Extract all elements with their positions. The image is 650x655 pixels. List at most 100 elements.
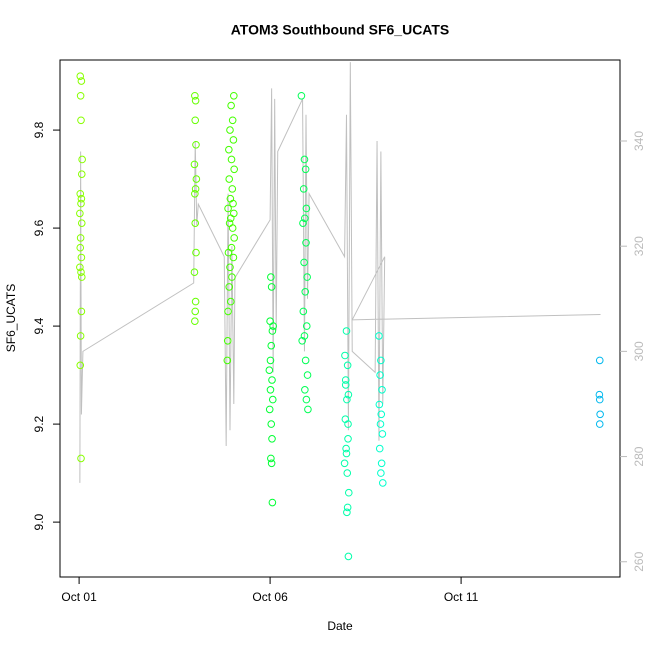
point bbox=[76, 263, 84, 272]
point bbox=[77, 273, 86, 281]
y2-tick-label: 280 bbox=[632, 446, 646, 466]
point bbox=[77, 454, 85, 463]
point bbox=[341, 351, 349, 360]
point bbox=[227, 155, 236, 164]
plot-frame bbox=[59, 59, 621, 578]
point bbox=[76, 332, 85, 340]
point bbox=[375, 400, 384, 409]
point bbox=[301, 386, 309, 394]
point bbox=[191, 297, 200, 306]
point bbox=[268, 435, 276, 443]
point bbox=[375, 332, 383, 340]
point bbox=[268, 376, 276, 384]
point bbox=[302, 238, 310, 247]
point bbox=[378, 430, 387, 438]
point bbox=[228, 185, 237, 193]
point bbox=[76, 361, 85, 370]
point bbox=[299, 219, 307, 227]
point bbox=[76, 209, 84, 218]
point bbox=[77, 253, 86, 262]
point bbox=[230, 91, 238, 100]
point bbox=[76, 189, 85, 198]
point bbox=[225, 145, 233, 154]
point bbox=[228, 273, 236, 281]
point bbox=[595, 420, 604, 428]
point bbox=[224, 204, 232, 213]
point bbox=[191, 91, 199, 100]
y-tick-label: 9.4 bbox=[32, 317, 46, 334]
point bbox=[265, 366, 274, 375]
point bbox=[343, 503, 352, 512]
point bbox=[302, 395, 311, 404]
point bbox=[190, 268, 199, 276]
y-tick-label: 9.8 bbox=[32, 121, 46, 138]
point bbox=[375, 444, 384, 453]
point bbox=[304, 405, 312, 414]
point bbox=[301, 214, 309, 223]
point bbox=[343, 469, 352, 477]
point bbox=[376, 371, 384, 379]
point bbox=[344, 390, 353, 399]
point bbox=[77, 77, 86, 85]
point bbox=[192, 140, 200, 149]
point bbox=[340, 459, 349, 468]
point bbox=[342, 327, 351, 335]
point bbox=[300, 155, 309, 164]
point bbox=[299, 185, 308, 193]
point bbox=[77, 170, 86, 178]
point bbox=[300, 258, 308, 267]
x-axis-label: Date bbox=[327, 619, 353, 633]
point bbox=[226, 263, 234, 272]
point bbox=[267, 273, 275, 281]
point bbox=[228, 116, 237, 125]
point bbox=[595, 395, 604, 404]
point bbox=[267, 459, 276, 468]
point bbox=[301, 356, 310, 365]
point bbox=[377, 469, 385, 477]
point bbox=[299, 307, 308, 316]
point bbox=[223, 356, 232, 365]
point bbox=[76, 243, 85, 252]
point bbox=[302, 204, 311, 213]
point bbox=[230, 209, 238, 218]
y-axis-label: SF6_UCATS bbox=[4, 284, 18, 352]
point bbox=[191, 96, 200, 105]
point bbox=[267, 454, 275, 463]
point bbox=[230, 165, 238, 174]
point bbox=[268, 327, 277, 335]
point bbox=[378, 386, 386, 394]
point bbox=[226, 214, 235, 223]
point bbox=[229, 199, 237, 208]
point bbox=[229, 136, 238, 144]
point bbox=[341, 381, 350, 389]
point bbox=[230, 234, 238, 242]
point bbox=[191, 116, 200, 125]
point bbox=[268, 498, 277, 507]
point bbox=[77, 199, 85, 208]
point bbox=[191, 189, 199, 198]
point bbox=[78, 155, 86, 164]
y-tick-label: 9.2 bbox=[32, 415, 46, 432]
point bbox=[77, 194, 86, 203]
point bbox=[377, 356, 385, 365]
point bbox=[377, 410, 386, 419]
point bbox=[269, 322, 277, 330]
point bbox=[192, 248, 200, 257]
y2-tick-label: 300 bbox=[632, 341, 646, 361]
x-tick-label: Oct 01 bbox=[61, 590, 97, 604]
point bbox=[596, 410, 604, 419]
point bbox=[191, 317, 199, 325]
point bbox=[77, 268, 85, 276]
point bbox=[191, 185, 200, 193]
point bbox=[595, 356, 604, 365]
point bbox=[76, 72, 85, 80]
point bbox=[297, 91, 306, 100]
point bbox=[76, 91, 85, 100]
point bbox=[343, 508, 351, 517]
point bbox=[300, 332, 309, 340]
x-tick-label: Oct 06 bbox=[252, 590, 288, 604]
point bbox=[223, 336, 232, 345]
point bbox=[267, 420, 276, 428]
